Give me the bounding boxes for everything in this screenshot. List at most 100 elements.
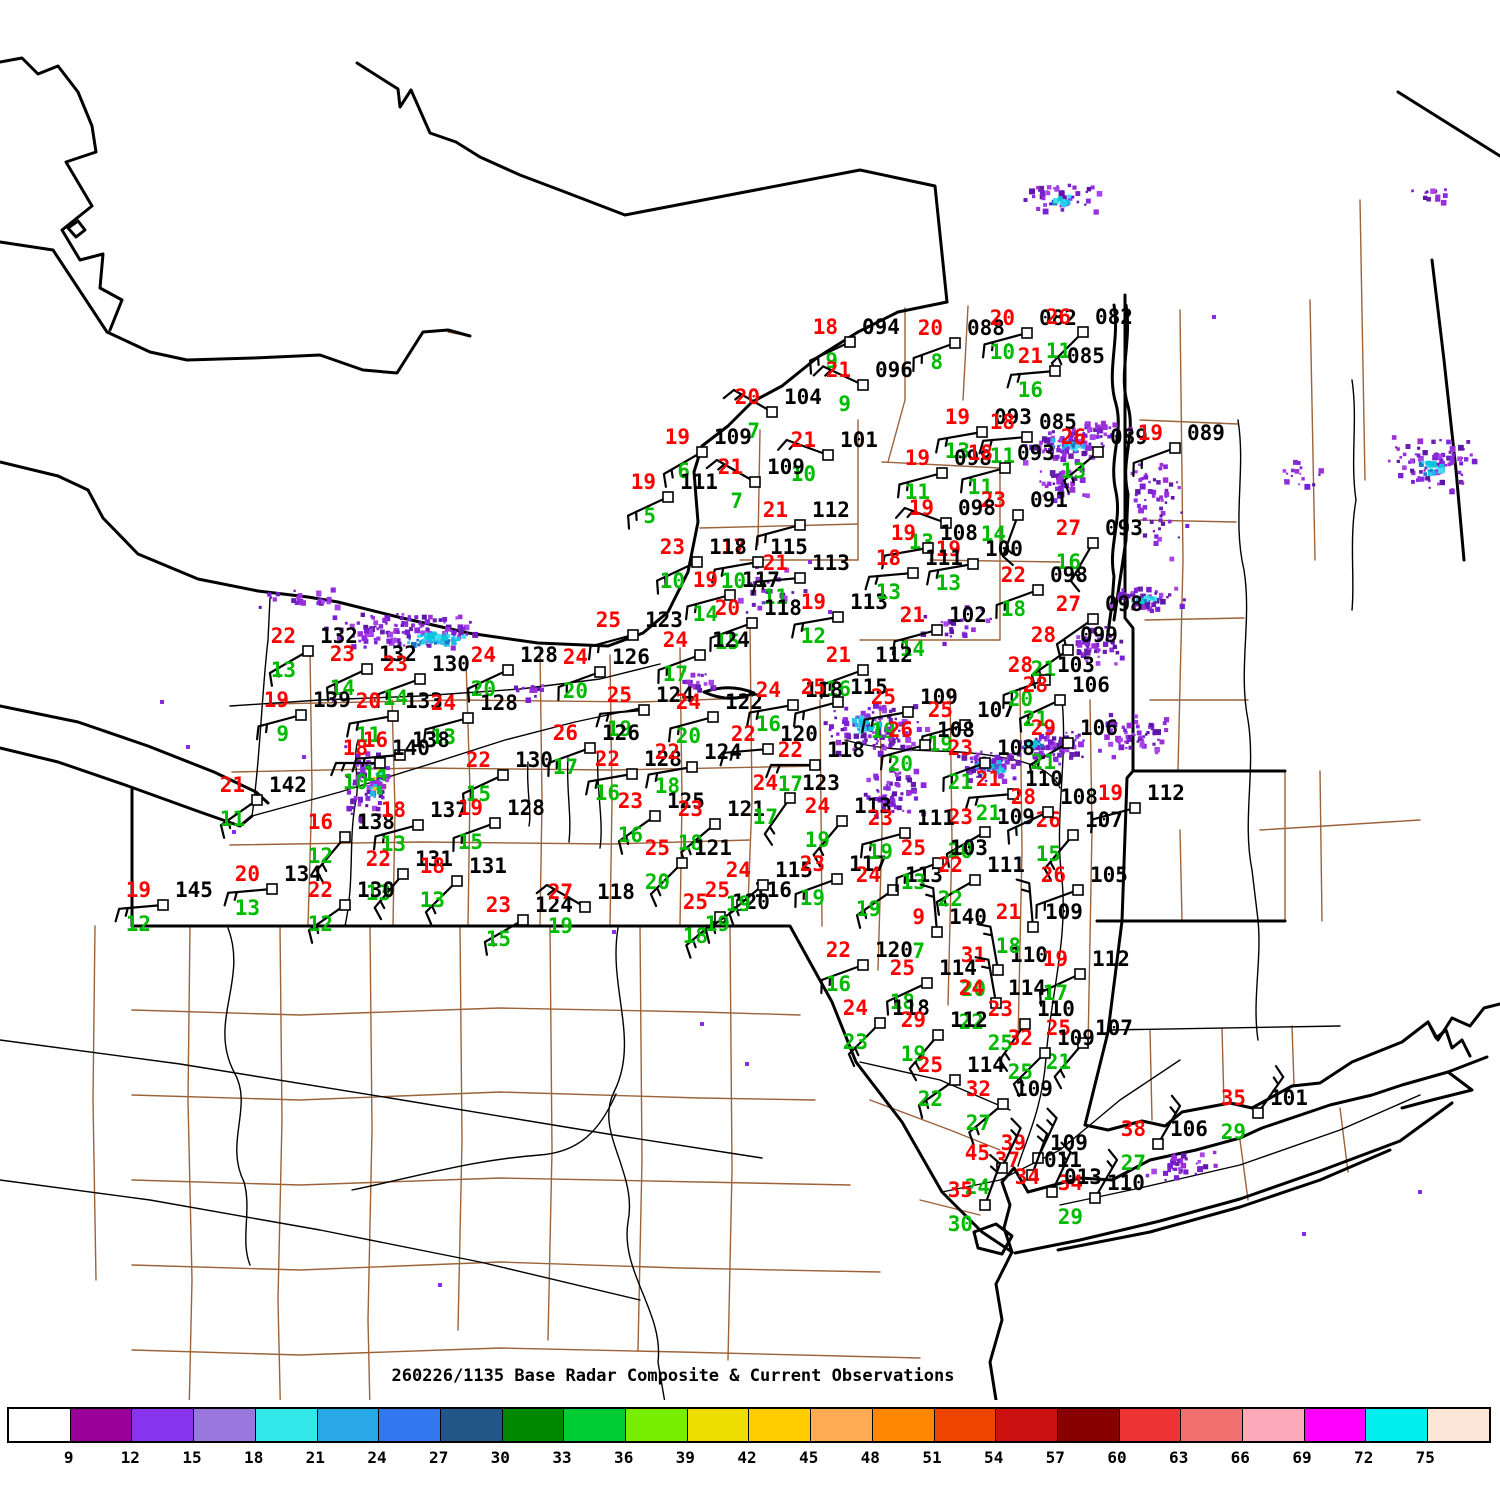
pressure-value: 118 (597, 880, 635, 904)
temperature-value: 22 (938, 853, 963, 877)
radar-echo-cell (382, 617, 388, 623)
radar-echo-cell (1039, 753, 1045, 760)
wind-barb (895, 861, 940, 893)
radar-echo-cell (1284, 479, 1290, 485)
radar-echo-cell (358, 816, 365, 823)
station-plot: 25 115 (793, 675, 888, 728)
radar-echo-cell (994, 769, 1000, 775)
radar-echo-cell (949, 629, 954, 634)
radar-echo-cell (363, 645, 367, 649)
radar-echo-cell (881, 794, 886, 800)
radar-echo-cell (964, 625, 969, 630)
wind-barb (945, 830, 987, 868)
radar-echo-cell (417, 634, 421, 639)
temperature-value: 26 (1041, 863, 1066, 887)
radar-echo-cell (1036, 742, 1040, 746)
temperature-value: 24 (676, 690, 701, 714)
radar-echo-cell (381, 795, 385, 800)
radar-echo-cell (1058, 736, 1062, 740)
radar-echo-cell (1124, 730, 1128, 735)
radar-echo-cell (1449, 456, 1455, 462)
radar-echo-cell (436, 640, 439, 643)
radar-echo-cell (1100, 442, 1104, 445)
pressure-value: 110 (1025, 767, 1063, 791)
radar-echo-cell (1071, 443, 1076, 448)
radar-echo-cell (1135, 489, 1141, 495)
temperature-value: 24 (431, 691, 456, 715)
dewpoint-value: 10 (791, 462, 816, 486)
temperature-value: 25 (918, 1053, 943, 1077)
dewpoint-value: 16 (1056, 550, 1081, 574)
radar-echo-cell (1438, 467, 1444, 474)
radar-echo-cell (1159, 514, 1163, 518)
station-marker (762, 743, 774, 755)
radar-echo-cell (890, 723, 894, 728)
radar-echo-cell (761, 588, 766, 593)
station-marker (979, 1199, 991, 1211)
pressure-value: 123 (645, 608, 683, 632)
colorbar-swatch (1304, 1409, 1367, 1441)
wind-barb (998, 1022, 1027, 1072)
radar-echo-cell (1074, 739, 1077, 742)
station-marker (874, 1017, 886, 1029)
radar-echo-cell (376, 789, 382, 795)
radar-echo-cell (1426, 196, 1431, 202)
radar-echo-cell (1053, 198, 1059, 204)
radar-echo-cell (444, 639, 450, 644)
wind-barb (1093, 1148, 1119, 1200)
radar-echo-cell (420, 634, 424, 638)
radar-echo-cell (1046, 729, 1053, 735)
radar-echo-cell (1460, 473, 1464, 476)
radar-echo-cell (373, 777, 377, 780)
dewpoint-value: 19 (548, 914, 573, 938)
radar-echo-cell (1136, 740, 1139, 743)
station-marker (387, 710, 399, 722)
radar-echo-cell (1197, 1166, 1204, 1173)
radar-echo-cell (377, 801, 382, 806)
radar-echo-cell (1038, 734, 1044, 740)
pressure-value: 140 (392, 736, 430, 760)
radar-echo-cell (1138, 597, 1144, 604)
pressure-value: 118 (764, 596, 802, 620)
radar-echo-cell (1185, 524, 1190, 528)
radar-echo-cell (708, 679, 714, 686)
dewpoint-value: 19 (726, 892, 751, 916)
radar-echo-cell (1446, 455, 1450, 459)
temperature-value: 19 (945, 405, 970, 429)
wind-barb (881, 546, 930, 570)
radar-echo-cell (1140, 740, 1145, 744)
radar-echo-cell (1077, 441, 1083, 447)
radar-echo-cell (399, 616, 404, 621)
station-marker (412, 819, 424, 831)
radar-echo-cell (1159, 462, 1164, 467)
radar-echo-cell (1081, 636, 1086, 641)
radar-echo-cell (1072, 446, 1075, 449)
radar-echo-cell (1136, 503, 1141, 508)
dewpoint-value: 13 (945, 439, 970, 463)
radar-echo-cell (808, 560, 812, 564)
pressure-value: 113 (854, 794, 892, 818)
wind-barb (547, 746, 592, 778)
radar-echo-cell (998, 767, 1004, 773)
radar-echo-cell (1038, 750, 1044, 756)
dewpoint-value: 12 (308, 912, 333, 936)
radar-echo-cell (360, 612, 365, 617)
radar-echo-cell (886, 729, 892, 735)
radar-echo-cell (1031, 740, 1038, 747)
radar-echo-cell (942, 641, 947, 647)
radar-echo-cell (537, 687, 541, 692)
wind-barb (1006, 369, 1057, 389)
pressure-value: 106 (1080, 716, 1118, 740)
pressure-value: 013 (1064, 1165, 1102, 1189)
radar-echo-cell (1450, 488, 1455, 492)
dewpoint-value: 27 (966, 1111, 991, 1135)
dewpoint-value: 20 (471, 677, 496, 701)
radar-echo-cell (1435, 452, 1438, 455)
radar-echo-cell (823, 721, 828, 726)
